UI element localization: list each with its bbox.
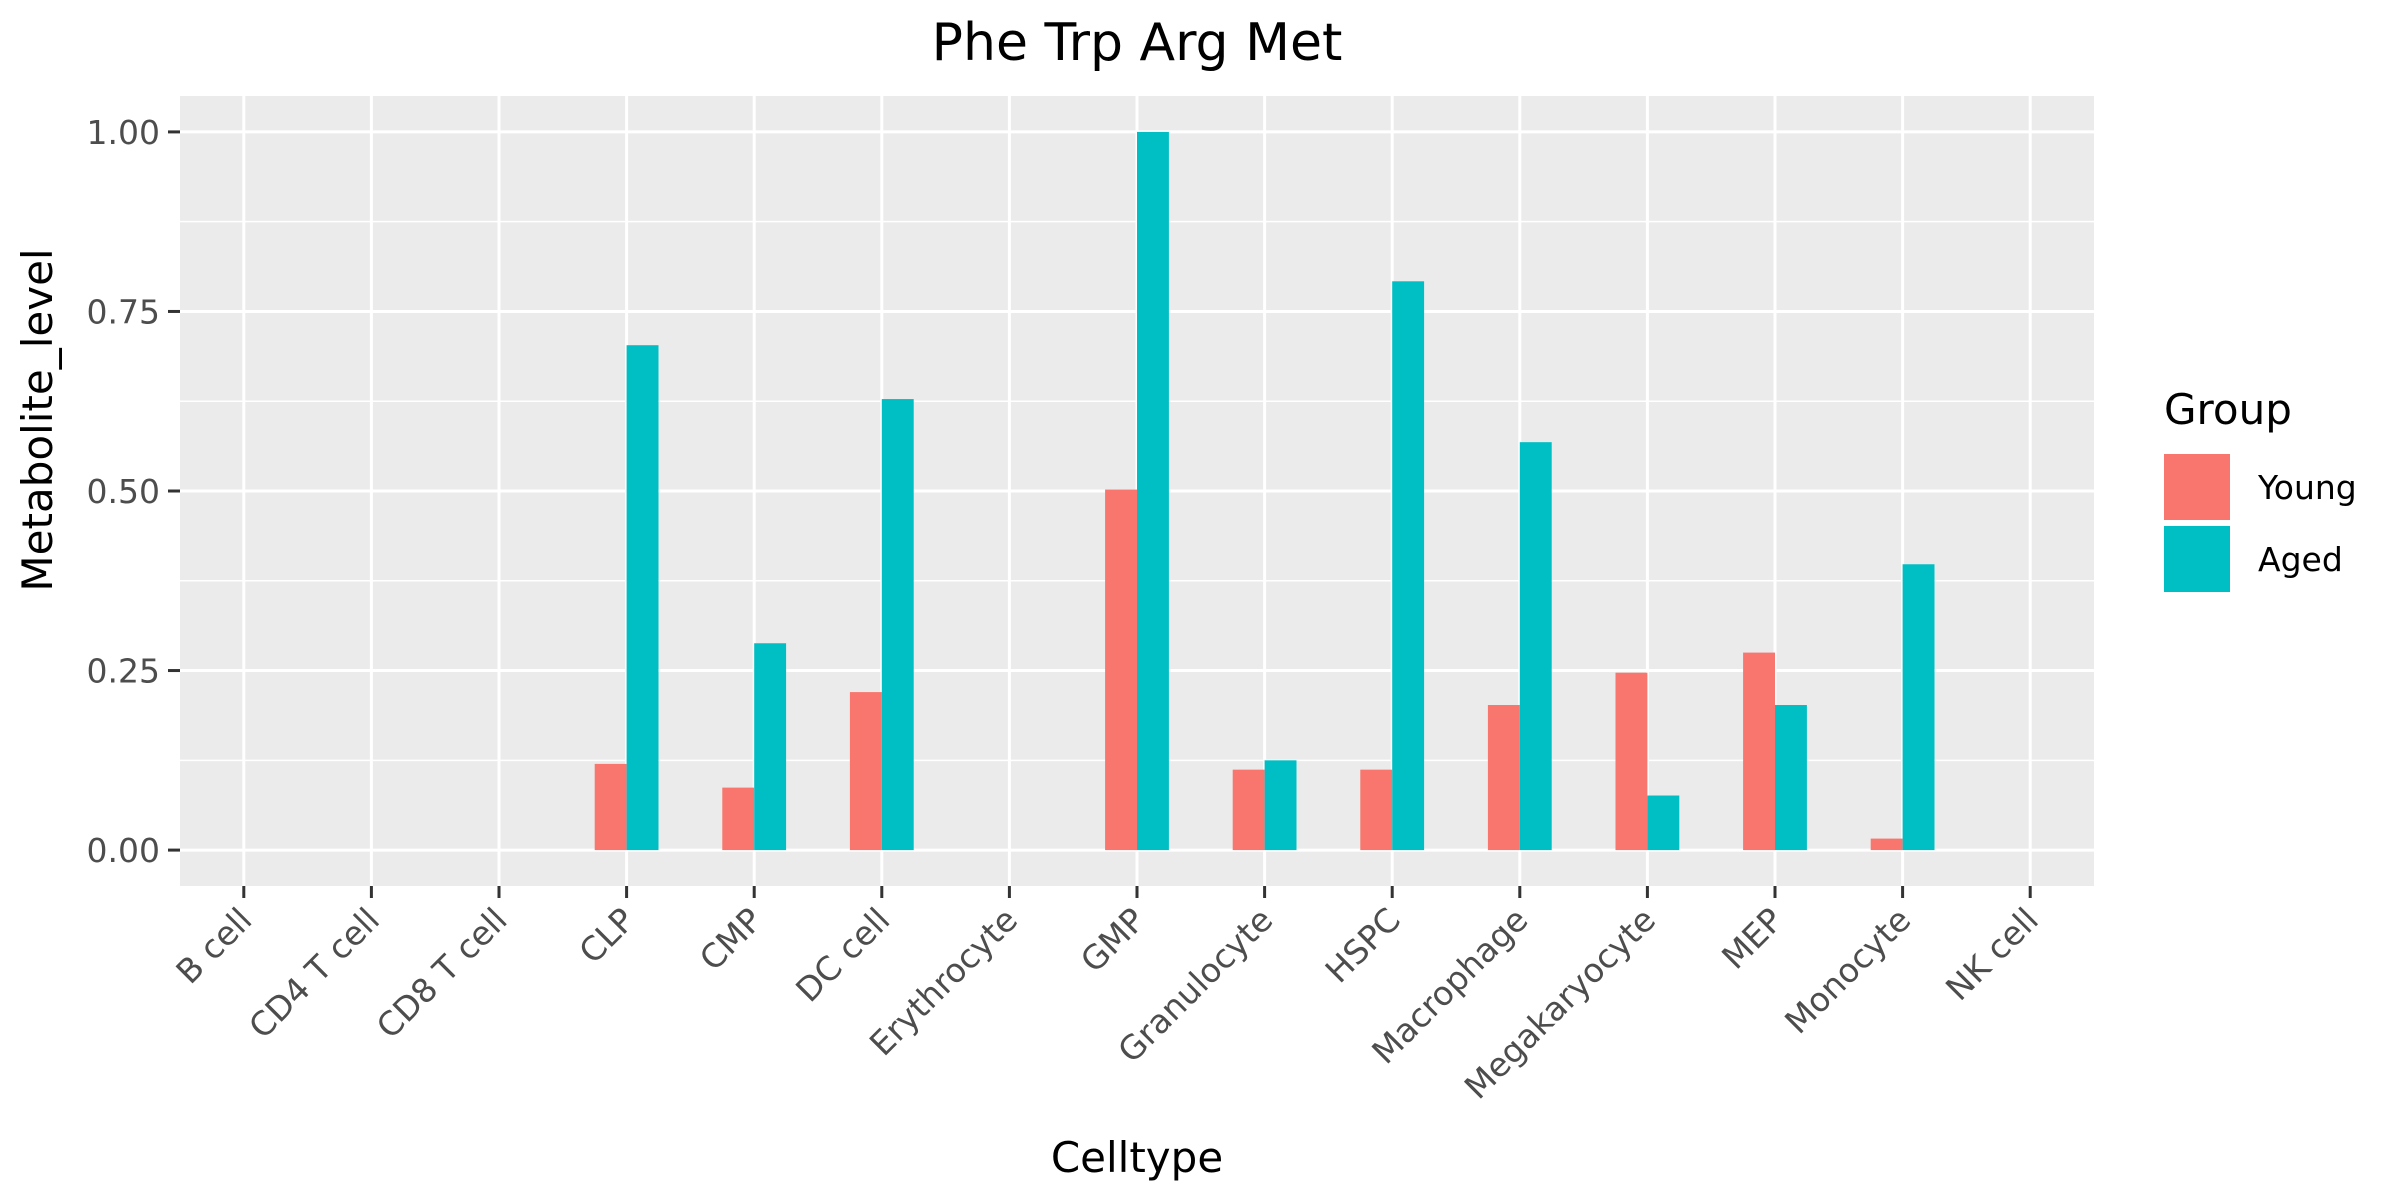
bar-young-mep	[1743, 652, 1775, 851]
legend-key-aged	[2164, 526, 2230, 592]
x-tick-label: Monocyte	[1777, 900, 1918, 1041]
bar-aged-clp	[626, 345, 659, 851]
bar-young-cmp	[722, 787, 755, 851]
x-tick-label: CD8 T cell	[369, 900, 515, 1046]
legend-title: Group	[2164, 385, 2292, 434]
x-tick-label: MEP	[1714, 900, 1791, 977]
plot-panel	[180, 96, 2094, 886]
bar-young-macrophage	[1487, 705, 1520, 851]
bar-aged-gmp	[1137, 131, 1169, 851]
legend: Group Young Aged	[2164, 385, 2357, 592]
x-tick-label: NK cell	[1938, 900, 2046, 1008]
bar-young-granulocyte	[1232, 769, 1265, 851]
bar-young-hspc	[1360, 769, 1393, 851]
y-tick-label: 0.75	[87, 292, 160, 331]
x-tick-label: HSPC	[1318, 900, 1408, 990]
bar-young-monocyte	[1870, 838, 1903, 851]
bar-aged-macrophage	[1519, 442, 1552, 851]
bar-young-megakaryocyte	[1615, 672, 1648, 851]
x-tick-label: CLP	[571, 900, 642, 971]
bar-young-gmp	[1105, 489, 1137, 851]
y-tick-label: 0.25	[87, 652, 160, 691]
bar-aged-hspc	[1392, 281, 1425, 851]
bar-young-dc-cell	[849, 692, 882, 851]
x-tick-label: B cell	[168, 900, 259, 991]
bar-aged-cmp	[754, 643, 787, 851]
x-tick-label: DC cell	[788, 900, 897, 1009]
bar-aged-mep	[1775, 705, 1807, 851]
legend-label-aged: Aged	[2258, 540, 2343, 579]
y-axis: 0.00 0.25 0.50 0.75 1.00	[87, 113, 180, 870]
x-tick-label: CD4 T cell	[241, 900, 387, 1046]
x-axis-title: Celltype	[1051, 1133, 1223, 1182]
y-tick-label: 0.50	[87, 472, 160, 511]
bar-aged-megakaryocyte	[1647, 795, 1680, 851]
chart-title: Phe Trp Arg Met	[932, 13, 1343, 73]
y-tick-label: 0.00	[87, 831, 160, 870]
legend-key-young	[2164, 454, 2230, 520]
legend-label-young: Young	[2257, 468, 2357, 507]
x-tick-label: CMP	[692, 900, 770, 978]
bar-aged-granulocyte	[1264, 760, 1297, 851]
bar-aged-monocyte	[1902, 564, 1935, 851]
x-tick-label: GMP	[1073, 900, 1153, 980]
bar-aged-dc-cell	[881, 399, 914, 851]
y-axis-title: Metabolite_level	[13, 248, 62, 591]
bar-young-clp	[594, 763, 627, 851]
y-tick-label: 1.00	[87, 113, 160, 152]
